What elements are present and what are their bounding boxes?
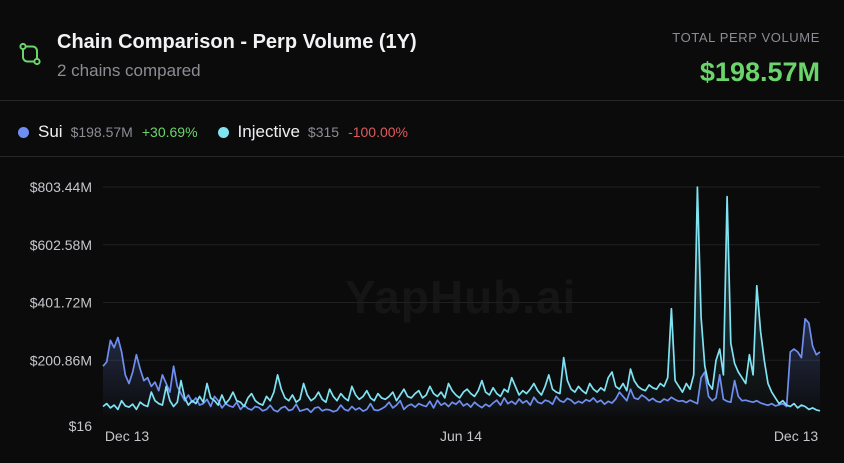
watermark: YapHub.ai — [345, 270, 576, 324]
y-tick-label: $200.86M — [30, 352, 92, 368]
grid-lines — [103, 186, 820, 361]
chart-subtitle: 2 chains compared — [57, 61, 201, 80]
y-tick-label: $602.58M — [30, 237, 92, 253]
series-lines — [102, 186, 821, 414]
series-area-injective — [103, 187, 820, 418]
legend-change: +30.69% — [141, 124, 198, 140]
legend-item-injective[interactable]: Injective $315 -100.00% — [217, 122, 408, 142]
git-compare-icon — [19, 42, 41, 66]
series-line-sui[interactable] — [102, 317, 821, 414]
legend-name: Sui — [38, 122, 63, 141]
total-volume-value: $198.57M — [699, 57, 820, 87]
legend-divider — [0, 156, 844, 157]
injective-color-dot — [217, 126, 229, 138]
legend-value: $315 — [307, 124, 340, 140]
x-tick-label: Jun 14 — [440, 428, 482, 444]
y-tick-label: $16 — [69, 418, 93, 434]
y-tick-label: $401.72M — [30, 295, 92, 311]
y-tick-label: $803.44M — [30, 179, 92, 195]
x-tick-label: Dec 13 — [774, 428, 819, 444]
x-axis-ticks: Dec 13 Jun 14 Dec 13 — [105, 428, 819, 444]
chart-title: Chain Comparison - Perp Volume (1Y) — [57, 31, 417, 53]
chart-header: Chain Comparison - Perp Volume (1Y) 2 ch… — [0, 0, 844, 100]
series-areas — [103, 187, 820, 418]
legend-item-sui[interactable]: Sui $198.57M +30.69% — [18, 122, 198, 142]
total-volume-label: TOTAL PERP VOLUME — [672, 30, 820, 45]
series-line-injective[interactable] — [102, 186, 821, 412]
header-divider — [0, 100, 844, 101]
legend-change: -100.00% — [348, 124, 408, 140]
legend: Sui $198.57M +30.69% Injective $315 -100… — [18, 121, 428, 143]
legend-value: $198.57M — [70, 124, 133, 140]
y-axis-ticks: $16 $200.86M $401.72M $602.58M $803.44M — [30, 179, 92, 434]
line-chart: $16 $200.86M $401.72M $602.58M $803.44M Dec … — [30, 179, 821, 444]
x-tick-label: Dec 13 — [105, 428, 150, 444]
sui-color-dot — [18, 126, 29, 138]
legend-name: Injective — [237, 122, 300, 141]
